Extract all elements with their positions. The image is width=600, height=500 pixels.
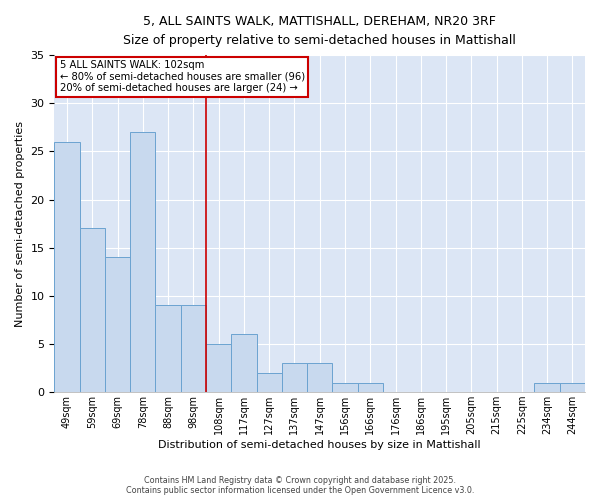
Bar [105, 258, 130, 392]
Bar [282, 364, 307, 392]
Bar [307, 364, 332, 392]
Text: Contains HM Land Registry data © Crown copyright and database right 2025.
Contai: Contains HM Land Registry data © Crown c… [126, 476, 474, 495]
Bar [130, 132, 155, 392]
Bar [181, 306, 206, 392]
Bar [332, 382, 358, 392]
Bar [358, 382, 383, 392]
Bar [55, 142, 80, 392]
X-axis label: Distribution of semi-detached houses by size in Mattishall: Distribution of semi-detached houses by … [158, 440, 481, 450]
Y-axis label: Number of semi-detached properties: Number of semi-detached properties [15, 120, 25, 326]
Text: 5 ALL SAINTS WALK: 102sqm
← 80% of semi-detached houses are smaller (96)
20% of : 5 ALL SAINTS WALK: 102sqm ← 80% of semi-… [60, 60, 305, 94]
Bar [206, 344, 231, 392]
Bar [80, 228, 105, 392]
Bar [257, 373, 282, 392]
Bar [231, 334, 257, 392]
Bar [535, 382, 560, 392]
Bar [155, 306, 181, 392]
Title: 5, ALL SAINTS WALK, MATTISHALL, DEREHAM, NR20 3RF
Size of property relative to s: 5, ALL SAINTS WALK, MATTISHALL, DEREHAM,… [123, 15, 516, 47]
Bar [560, 382, 585, 392]
